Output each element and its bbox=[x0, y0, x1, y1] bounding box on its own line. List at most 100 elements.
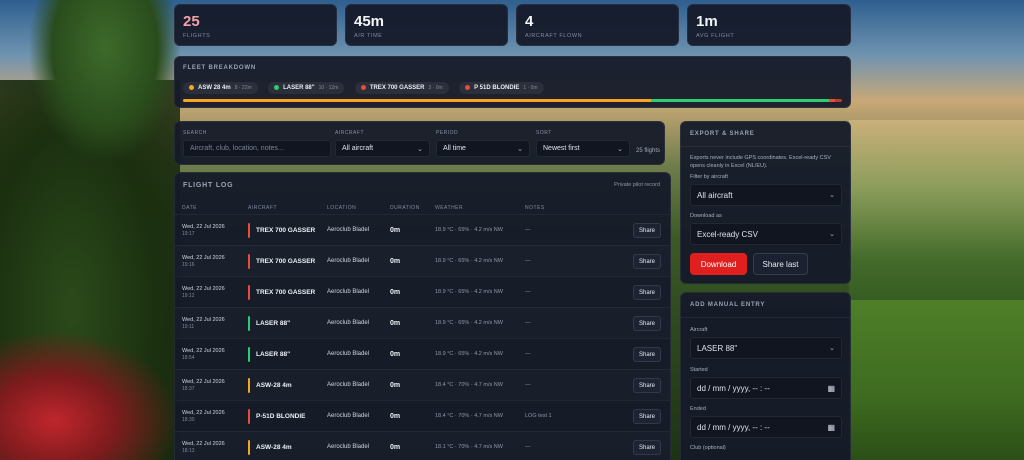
flight-log-title: FLIGHT LOG bbox=[183, 182, 234, 189]
stat-label: AIR TIME bbox=[354, 33, 383, 39]
row-duration: 0m bbox=[390, 444, 401, 451]
sort-select[interactable]: Newest first ⌄ bbox=[536, 140, 630, 157]
calendar-icon[interactable]: ▦ bbox=[827, 383, 835, 393]
stat-value: 25 bbox=[183, 13, 200, 30]
stat-value: 1m bbox=[696, 13, 718, 30]
row-aircraft: LASER 88" bbox=[248, 316, 290, 331]
row-location: Aeroclub Bladel bbox=[327, 258, 370, 264]
table-row[interactable]: Wed, 22 Jul 2026 19:16 TREX 700 GASSER Aero… bbox=[175, 245, 670, 276]
manual-aircraft-value: LASER 88" bbox=[697, 343, 738, 353]
download-format-value: Excel-ready CSV bbox=[697, 229, 758, 239]
table-row[interactable]: Wed, 22 Jul 2026 18:30 P-51D BLONDIE Aerocl… bbox=[175, 400, 670, 431]
export-aircraft-select[interactable]: All aircraft ⌄ bbox=[690, 184, 842, 206]
fleet-bar-segment bbox=[650, 99, 829, 102]
background-hills bbox=[849, 120, 1024, 320]
row-aircraft: ASW-28 4m bbox=[248, 440, 292, 455]
ended-datetime-input[interactable]: dd / mm / yyyy, -- : -- ▦ bbox=[690, 416, 842, 438]
share-button[interactable]: Share bbox=[633, 440, 661, 455]
chevron-down-icon: ⌄ bbox=[829, 231, 835, 238]
row-date: Wed, 22 Jul 2026 19:17 bbox=[182, 224, 225, 238]
share-button[interactable]: Share bbox=[633, 285, 661, 300]
fleet-chip[interactable]: ASW 28 4m 8 · 22m bbox=[183, 81, 258, 94]
sort-label: SORT bbox=[536, 130, 552, 136]
aircraft-color-stripe bbox=[248, 347, 250, 362]
share-button[interactable]: Share bbox=[633, 223, 661, 238]
row-weather: 18.4 °C · 70% · 4.7 m/s NW bbox=[435, 382, 503, 388]
share-button[interactable]: Share bbox=[633, 316, 661, 331]
fleet-chip[interactable]: P 51D BLONDIE 1 · 0m bbox=[459, 81, 544, 94]
started-datetime-input[interactable]: dd / mm / yyyy, -- : -- ▦ bbox=[690, 377, 842, 399]
export-title: EXPORT & SHARE bbox=[690, 131, 755, 137]
fleet-chip[interactable]: TREX 700 GASSER 3 · 0m bbox=[354, 81, 449, 94]
aircraft-color-stripe bbox=[248, 440, 250, 455]
table-row[interactable]: Wed, 22 Jul 2026 18:13 ASW-28 4m Aeroclub B… bbox=[175, 431, 670, 460]
aircraft-filter-select[interactable]: All aircraft ⌄ bbox=[335, 140, 430, 157]
share-button[interactable]: Share bbox=[633, 347, 661, 362]
calendar-icon[interactable]: ▦ bbox=[827, 422, 835, 432]
chevron-down-icon: ⌄ bbox=[417, 145, 423, 153]
row-notes: — bbox=[525, 351, 531, 357]
column-header-aircraft[interactable]: AIRCRAFT bbox=[248, 205, 277, 211]
share-button[interactable]: Share bbox=[633, 254, 661, 269]
flight-count: 25 flights bbox=[636, 148, 661, 154]
period-select[interactable]: All time ⌄ bbox=[436, 140, 530, 157]
fleet-bar-segment bbox=[828, 99, 836, 102]
share-button[interactable]: Share bbox=[633, 378, 661, 393]
fleet-dot bbox=[465, 85, 471, 90]
fleet-dot bbox=[360, 85, 366, 90]
manual-aircraft-select[interactable]: LASER 88" ⌄ bbox=[690, 337, 842, 359]
aircraft-color-stripe bbox=[248, 316, 250, 331]
download-as-label: Download as bbox=[690, 213, 722, 219]
divider bbox=[681, 146, 850, 147]
aircraft-color-stripe bbox=[248, 285, 250, 300]
share-button[interactable]: Share bbox=[633, 409, 661, 424]
row-duration: 0m bbox=[390, 289, 401, 296]
row-duration: 0m bbox=[390, 227, 401, 234]
flight-log: FLIGHT LOG Private pilot record DATE AIR… bbox=[174, 172, 671, 460]
row-duration: 0m bbox=[390, 351, 401, 358]
table-row[interactable]: Wed, 22 Jul 2026 18:37 ASW-28 4m Aeroclub B… bbox=[175, 369, 670, 400]
row-date: Wed, 22 Jul 2026 18:54 bbox=[182, 348, 225, 362]
table-row[interactable]: Wed, 22 Jul 2026 19:17 TREX 700 GASSER Aero… bbox=[175, 214, 670, 245]
fleet-chip-meta: 8 · 22m bbox=[234, 84, 252, 91]
fleet-chip[interactable]: LASER 88" 10 · 12m bbox=[268, 81, 345, 94]
row-weather: 18.4 °C · 70% · 4.7 m/s NW bbox=[435, 413, 503, 419]
export-filter-label: Filter by aircraft bbox=[690, 174, 728, 180]
stat-avg-flight: 1m AVG FLIGHT bbox=[687, 4, 851, 46]
started-label: Started bbox=[690, 367, 708, 373]
column-header-notes[interactable]: NOTES bbox=[525, 205, 545, 211]
manual-aircraft-label: Aircraft bbox=[690, 327, 708, 333]
download-format-select[interactable]: Excel-ready CSV ⌄ bbox=[690, 223, 842, 245]
row-date: Wed, 22 Jul 2026 19:11 bbox=[182, 317, 225, 331]
row-date: Wed, 22 Jul 2026 19:16 bbox=[182, 255, 225, 269]
download-button[interactable]: Download bbox=[690, 253, 747, 275]
fleet-dot bbox=[189, 85, 194, 90]
search-placeholder: Aircraft, club, location, notes... bbox=[190, 145, 284, 152]
row-duration: 0m bbox=[390, 413, 401, 420]
column-header-location[interactable]: LOCATION bbox=[327, 205, 357, 211]
stat-label: FLIGHTS bbox=[183, 33, 211, 39]
row-date: Wed, 22 Jul 2026 18:30 bbox=[182, 410, 225, 424]
row-weather: 18.9 °C · 65% · 4.2 m/s NW bbox=[435, 351, 503, 357]
table-row[interactable]: Wed, 22 Jul 2026 19:11 LASER 88" Aeroclub B… bbox=[175, 307, 670, 338]
column-header-duration[interactable]: DURATION bbox=[390, 205, 420, 211]
row-date: Wed, 22 Jul 2026 19:12 bbox=[182, 286, 225, 300]
table-row[interactable]: Wed, 22 Jul 2026 19:12 TREX 700 GASSER Aero… bbox=[175, 276, 670, 307]
table-row[interactable]: Wed, 22 Jul 2026 18:54 LASER 88" Aeroclub B… bbox=[175, 338, 670, 369]
stat-label: AIRCRAFT FLOWN bbox=[525, 33, 583, 39]
fleet-chip-name: LASER 88" bbox=[283, 84, 315, 91]
share-last-button[interactable]: Share last bbox=[753, 253, 808, 275]
fleet-chip-name: ASW 28 4m bbox=[198, 84, 231, 91]
column-header-weather[interactable]: WEATHER bbox=[435, 205, 464, 211]
aircraft-filter-label: AIRCRAFT bbox=[335, 130, 364, 136]
row-duration: 0m bbox=[390, 320, 401, 327]
row-notes: — bbox=[525, 289, 531, 295]
search-label: SEARCH bbox=[183, 130, 207, 136]
column-header-date[interactable]: DATE bbox=[182, 205, 197, 211]
manual-entry-panel: ADD MANUAL ENTRY Aircraft LASER 88" ⌄ Sta… bbox=[680, 292, 851, 460]
period-value: All time bbox=[443, 145, 466, 152]
background-flowers bbox=[0, 330, 180, 460]
log-rows: Wed, 22 Jul 2026 19:17 TREX 700 GASSER Aero… bbox=[175, 214, 670, 460]
search-input[interactable]: Aircraft, club, location, notes... bbox=[183, 140, 331, 157]
fleet-usage-bar bbox=[183, 99, 842, 102]
